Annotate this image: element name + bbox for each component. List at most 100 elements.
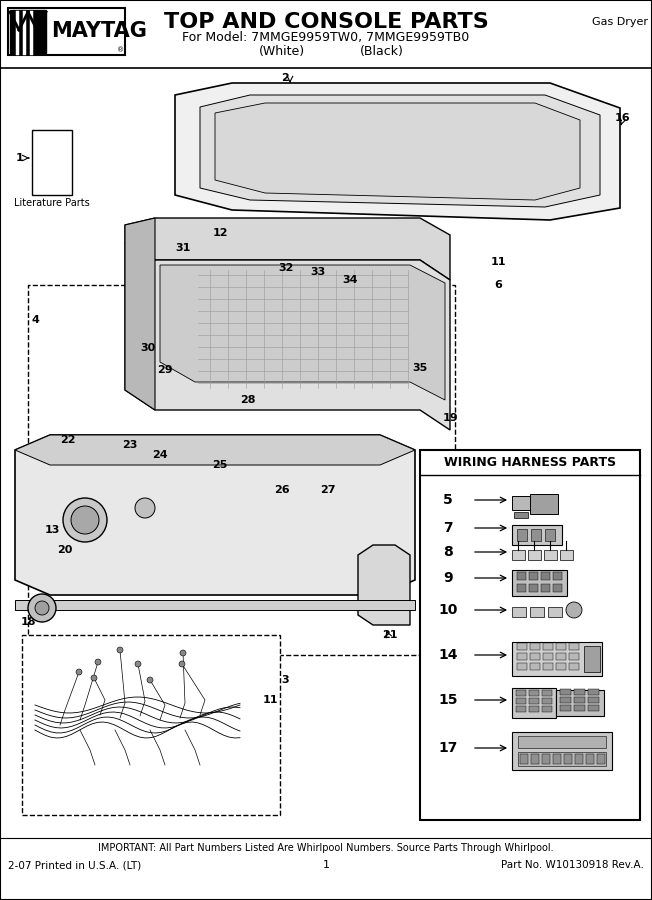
- Polygon shape: [215, 103, 580, 200]
- Text: WIRING HARNESS PARTS: WIRING HARNESS PARTS: [444, 455, 616, 469]
- Circle shape: [179, 661, 185, 667]
- Circle shape: [71, 506, 99, 534]
- Bar: [530, 663, 540, 670]
- Text: 11: 11: [262, 695, 278, 705]
- Bar: [512, 496, 534, 510]
- Text: (Black): (Black): [360, 46, 404, 58]
- Bar: [518, 736, 606, 748]
- Bar: [514, 512, 528, 518]
- Bar: [560, 705, 571, 711]
- Text: 27: 27: [320, 485, 336, 495]
- Bar: [564, 754, 572, 764]
- Text: 1: 1: [323, 860, 329, 870]
- Text: 13: 13: [44, 525, 60, 535]
- Text: For Model: 7MMGE9959TW0, 7MMGE9959TB0: For Model: 7MMGE9959TW0, 7MMGE9959TB0: [183, 32, 469, 44]
- Text: 31: 31: [175, 243, 190, 253]
- Bar: [8, 8, 125, 55]
- Bar: [512, 688, 556, 718]
- Text: 10: 10: [438, 603, 458, 617]
- Bar: [542, 706, 552, 712]
- Bar: [553, 754, 561, 764]
- Bar: [553, 572, 562, 580]
- Text: (White): (White): [259, 46, 305, 58]
- Text: 35: 35: [412, 363, 428, 373]
- Bar: [542, 754, 550, 764]
- Bar: [560, 697, 571, 703]
- Text: TOP AND CONSOLE PARTS: TOP AND CONSOLE PARTS: [164, 12, 488, 32]
- Bar: [569, 643, 579, 650]
- Bar: [512, 732, 612, 770]
- Bar: [530, 643, 540, 650]
- Text: ®: ®: [117, 47, 125, 53]
- Circle shape: [35, 601, 49, 615]
- Bar: [556, 663, 566, 670]
- Bar: [569, 663, 579, 670]
- Circle shape: [76, 669, 82, 675]
- Bar: [516, 706, 526, 712]
- Bar: [529, 698, 539, 704]
- Bar: [530, 653, 540, 660]
- Bar: [512, 570, 567, 596]
- Polygon shape: [160, 265, 445, 400]
- Circle shape: [91, 675, 97, 681]
- Bar: [10, 10, 46, 53]
- Bar: [28, 285, 455, 655]
- Bar: [541, 584, 550, 592]
- Bar: [529, 690, 539, 696]
- Bar: [548, 607, 562, 617]
- Text: 26: 26: [274, 485, 289, 495]
- Bar: [517, 653, 527, 660]
- Bar: [556, 690, 604, 716]
- Bar: [420, 450, 640, 820]
- Text: MAYTAG: MAYTAG: [51, 21, 147, 41]
- Text: 1: 1: [16, 153, 24, 163]
- Bar: [15, 600, 415, 610]
- Text: Gas Dryer: Gas Dryer: [592, 17, 648, 27]
- Bar: [543, 663, 553, 670]
- Text: 8: 8: [443, 545, 453, 559]
- Text: 30: 30: [140, 343, 156, 353]
- Text: 9: 9: [443, 571, 452, 585]
- Bar: [517, 572, 526, 580]
- Bar: [553, 584, 562, 592]
- Bar: [518, 752, 606, 766]
- Bar: [588, 689, 599, 695]
- Bar: [541, 572, 550, 580]
- Text: IMPORTANT: All Part Numbers Listed Are Whirlpool Numbers. Source Parts Through W: IMPORTANT: All Part Numbers Listed Are W…: [98, 843, 554, 853]
- Text: 3: 3: [281, 675, 289, 685]
- Text: 34: 34: [342, 275, 358, 285]
- Text: 6: 6: [494, 280, 502, 290]
- Circle shape: [135, 661, 141, 667]
- Bar: [597, 754, 605, 764]
- Polygon shape: [125, 218, 155, 410]
- Text: 2: 2: [281, 73, 289, 83]
- Bar: [512, 525, 562, 545]
- Bar: [544, 550, 557, 560]
- Bar: [531, 529, 541, 541]
- Circle shape: [28, 594, 56, 622]
- Bar: [574, 705, 585, 711]
- Text: 24: 24: [152, 450, 168, 460]
- Bar: [520, 754, 528, 764]
- Text: 23: 23: [123, 440, 138, 450]
- Bar: [529, 584, 538, 592]
- Bar: [560, 689, 571, 695]
- Text: 15: 15: [438, 693, 458, 707]
- Text: 19: 19: [442, 413, 458, 423]
- Text: 25: 25: [213, 460, 228, 470]
- Bar: [560, 550, 573, 560]
- Polygon shape: [200, 95, 600, 207]
- Bar: [517, 584, 526, 592]
- Circle shape: [95, 659, 101, 665]
- Bar: [529, 706, 539, 712]
- Text: 29: 29: [157, 365, 173, 375]
- Bar: [574, 697, 585, 703]
- Circle shape: [117, 647, 123, 653]
- Text: 28: 28: [240, 395, 256, 405]
- Polygon shape: [175, 83, 620, 220]
- Bar: [512, 550, 525, 560]
- Text: 14: 14: [438, 648, 458, 662]
- Bar: [516, 698, 526, 704]
- Bar: [512, 607, 526, 617]
- Bar: [517, 643, 527, 650]
